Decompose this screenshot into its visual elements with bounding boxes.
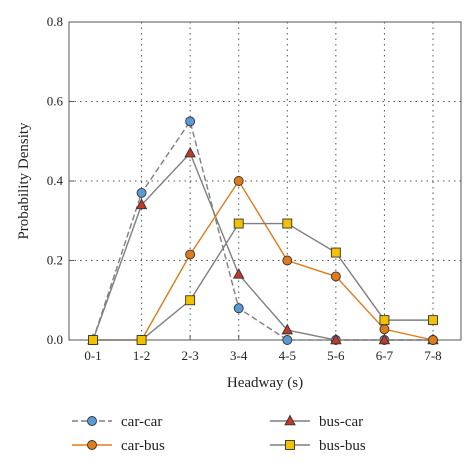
y-axis-label: Probability Density [16,122,32,240]
y-tick-label: 0.8 [47,14,63,29]
legend-item-bus-bus: bus-bus [270,438,366,454]
legend-marker [87,416,97,426]
legend-item-bus-car: bus-car [270,414,363,430]
data-point-car-bus [330,271,341,282]
series-line-bus-car [92,151,433,341]
x-tick-label: 2-3 [181,348,198,363]
x-tick-label: 7-8 [424,348,441,363]
data-point-car-car [233,303,244,314]
data-point-bus-bus [428,315,438,326]
x-tick-label: 6-7 [376,348,394,363]
legend-marker [284,414,296,426]
y-tick-label: 0.2 [47,253,63,268]
y-tick-label: 0.4 [47,173,64,188]
grid [69,22,461,340]
legend-label: car-car [121,414,162,430]
data-point-car-car [136,187,147,198]
legend-label: bus-car [319,414,363,430]
series-line-bus-bus [93,222,433,341]
series-bus-bus [88,218,438,345]
data-point-bus-car [184,146,196,158]
data-point-car-bus [233,176,244,186]
data-point-car-bus [379,324,390,335]
y-axis: 0.0 0.2 0.4 0.6 0.8 [47,14,74,347]
legend-marker [285,440,295,450]
x-tick-label: 4-5 [279,348,296,363]
series-layer [87,116,439,345]
data-point-car-bus [282,255,293,266]
x-tick-label: 5-6 [327,348,345,363]
y-tick-label: 0.6 [47,94,64,109]
data-point-car-bus [185,249,196,260]
data-point-bus-bus [282,218,293,229]
legend-item-car-car: car-car [72,414,162,430]
legend-label: car-bus [121,438,165,454]
data-point-bus-bus [379,315,390,326]
data-point-bus-bus [136,335,147,345]
series-line-car-car [92,119,433,341]
data-point-bus-bus [233,218,244,229]
data-point-bus-car [232,267,245,279]
series-bus-car [87,146,439,345]
data-point-bus-bus [330,247,341,258]
data-point-bus-bus [185,295,196,306]
plot-frame [68,21,462,341]
data-point-car-car [185,116,196,127]
x-tick-label: 0-1 [84,348,101,363]
data-point-car-bus [428,335,438,345]
data-point-bus-car [378,333,391,345]
x-tick-label: 1-2 [133,348,150,363]
x-axis: 0-1 1-2 2-3 3-4 4-5 5-6 6-7 7-8 [84,335,442,363]
series-line-car-bus [93,179,434,341]
data-point-bus-bus [88,335,98,345]
x-tick-label: 3-4 [230,348,248,363]
data-point-bus-car [330,333,342,345]
legend-item-car-bus: car-bus [72,438,165,454]
y-tick-label: 0.0 [47,332,63,347]
legend-label: bus-bus [319,438,366,454]
x-axis-label: Headway (s) [227,375,303,391]
legend-marker [87,440,97,450]
series-car-car [88,116,438,345]
data-point-bus-car [281,323,294,335]
data-point-bus-car [135,198,148,210]
data-point-car-car [282,335,293,345]
legend: car-car bus-car car-bus bus-bus [72,414,366,454]
